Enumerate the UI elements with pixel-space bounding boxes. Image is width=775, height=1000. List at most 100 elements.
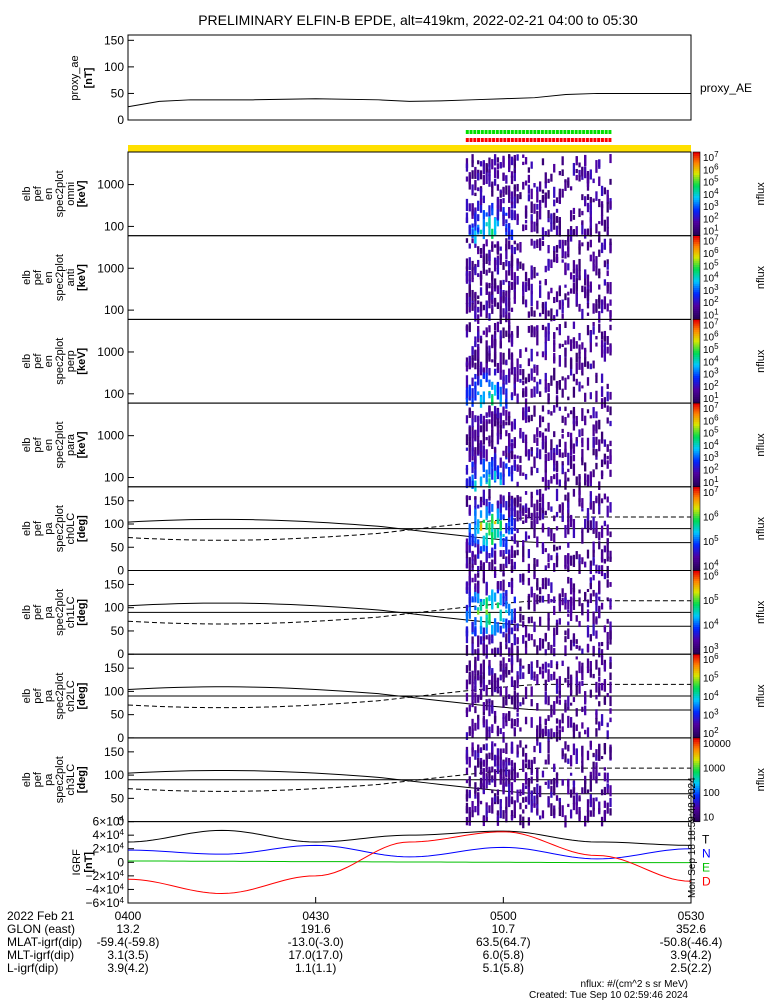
spectrogram-cell	[524, 744, 528, 749]
spectrogram-cell	[536, 300, 539, 310]
colorbar-segment	[693, 398, 700, 402]
colorbar-segment	[693, 675, 700, 678]
spectrogram-cell	[465, 806, 469, 814]
spectrogram-cell	[530, 586, 533, 596]
spectrogram-cell	[578, 560, 581, 574]
spectrogram-cell	[502, 618, 505, 623]
spectrogram-cell	[581, 498, 584, 509]
spectrogram-cell	[561, 588, 564, 598]
colorbar-segment	[693, 775, 700, 779]
spectrogram-cell	[502, 810, 505, 819]
spectrogram-cell	[536, 186, 539, 192]
spectrogram-cell	[603, 187, 607, 195]
colorbar-segment	[693, 407, 700, 410]
spectrogram-cell	[474, 649, 477, 655]
spectrogram-cell	[609, 178, 612, 185]
spectrogram-cell	[513, 499, 516, 511]
spectrogram-cell	[572, 587, 576, 600]
spectrogram-cell	[488, 679, 491, 685]
spectrogram-cell	[606, 455, 609, 460]
spectrogram-cell	[536, 437, 539, 443]
spectrogram-cell	[508, 223, 511, 228]
red-flag-mark	[514, 138, 518, 142]
colorbar-segment	[693, 396, 700, 400]
footer-value: 2.5(2.2)	[670, 961, 711, 975]
spectrogram-cell	[513, 561, 516, 570]
spectrogram-cell	[471, 742, 474, 750]
spectrogram-cell	[485, 684, 488, 696]
colorbar-segment	[693, 576, 700, 580]
spectrogram-cell	[505, 421, 508, 426]
spectrogram-cell	[524, 514, 528, 523]
colorbar-segment	[693, 750, 700, 754]
spectrogram-cell	[477, 378, 480, 386]
spectrogram-cell	[505, 430, 508, 437]
spectrogram-cell	[584, 729, 587, 735]
colorbar-segment	[693, 591, 700, 595]
spectrogram-cell	[538, 815, 542, 820]
ytick-label: 100	[104, 303, 124, 317]
spectrogram-cell	[508, 518, 511, 528]
spectrogram-cell	[513, 727, 516, 737]
spectrogram-cell	[465, 610, 469, 623]
colorbar-segment	[693, 652, 700, 655]
colorbar-tick-label: 103	[703, 199, 719, 213]
spectrogram-cell	[524, 773, 528, 782]
spectrogram-cell	[589, 339, 592, 353]
spectrogram-cell	[471, 810, 474, 818]
footer-value: 6.0(5.8)	[483, 948, 524, 962]
spectrogram-cell	[468, 676, 471, 680]
spectrogram-cell	[569, 602, 573, 606]
spectrogram-cell	[474, 385, 477, 389]
spectrogram-cell	[555, 488, 559, 502]
spectrogram-cell	[541, 441, 545, 449]
spectrogram-cell	[581, 448, 584, 461]
spectrogram-cell	[491, 776, 494, 783]
spectrogram-cell	[567, 335, 570, 345]
spectrogram-cell	[510, 718, 514, 729]
spectrogram-cell	[471, 397, 474, 407]
spectrogram-cell	[502, 495, 505, 508]
green-flag-mark	[465, 130, 469, 134]
spectrogram-cell	[530, 283, 533, 296]
spectrogram-cell	[474, 387, 477, 401]
spectrogram-cell	[508, 711, 511, 717]
spectrogram-cell	[558, 188, 561, 199]
spectrogram-cell	[600, 185, 604, 197]
colorbar-segment	[693, 252, 700, 256]
spectrogram-cell	[510, 362, 514, 375]
spectrogram-cell	[533, 376, 536, 383]
spectrogram-cell	[586, 312, 590, 316]
colorbar-segment	[693, 746, 700, 749]
green-flag-mark	[544, 130, 548, 134]
spectrogram-cell	[586, 474, 590, 487]
spectrogram-cell	[477, 416, 480, 429]
spectrogram-cell	[572, 229, 576, 236]
panel-label-line: elb	[21, 187, 33, 202]
spectrogram-cell	[578, 162, 581, 168]
spectrogram-cell	[524, 752, 528, 763]
ytick-label: 1000	[97, 178, 124, 192]
spectrogram-cell	[491, 271, 494, 280]
spectrogram-cell	[493, 322, 497, 331]
spectrogram-cell	[569, 358, 573, 369]
colorbar-tick-label: 105	[703, 175, 719, 189]
spectrogram-cell	[477, 300, 480, 305]
spectrogram-cell	[538, 238, 542, 251]
spectrogram-cell	[491, 457, 494, 462]
spectrogram-cell	[488, 345, 491, 356]
colorbar-segment	[693, 417, 700, 421]
spectrogram-cell	[510, 201, 514, 205]
spectrogram-cell	[510, 281, 514, 290]
spectrogram-cell	[598, 772, 601, 777]
panel-label-line: ch0LC	[65, 513, 77, 545]
footer-value: 3.9(4.2)	[107, 961, 148, 975]
spectrogram-cell	[479, 476, 483, 487]
spectrogram-cell	[513, 210, 516, 221]
spectrogram-cell	[555, 244, 559, 253]
spectrogram-cell	[477, 391, 480, 396]
spectrogram-cell	[479, 204, 483, 213]
spectrogram-cell	[524, 299, 528, 308]
spectrogram-cell	[488, 157, 491, 167]
